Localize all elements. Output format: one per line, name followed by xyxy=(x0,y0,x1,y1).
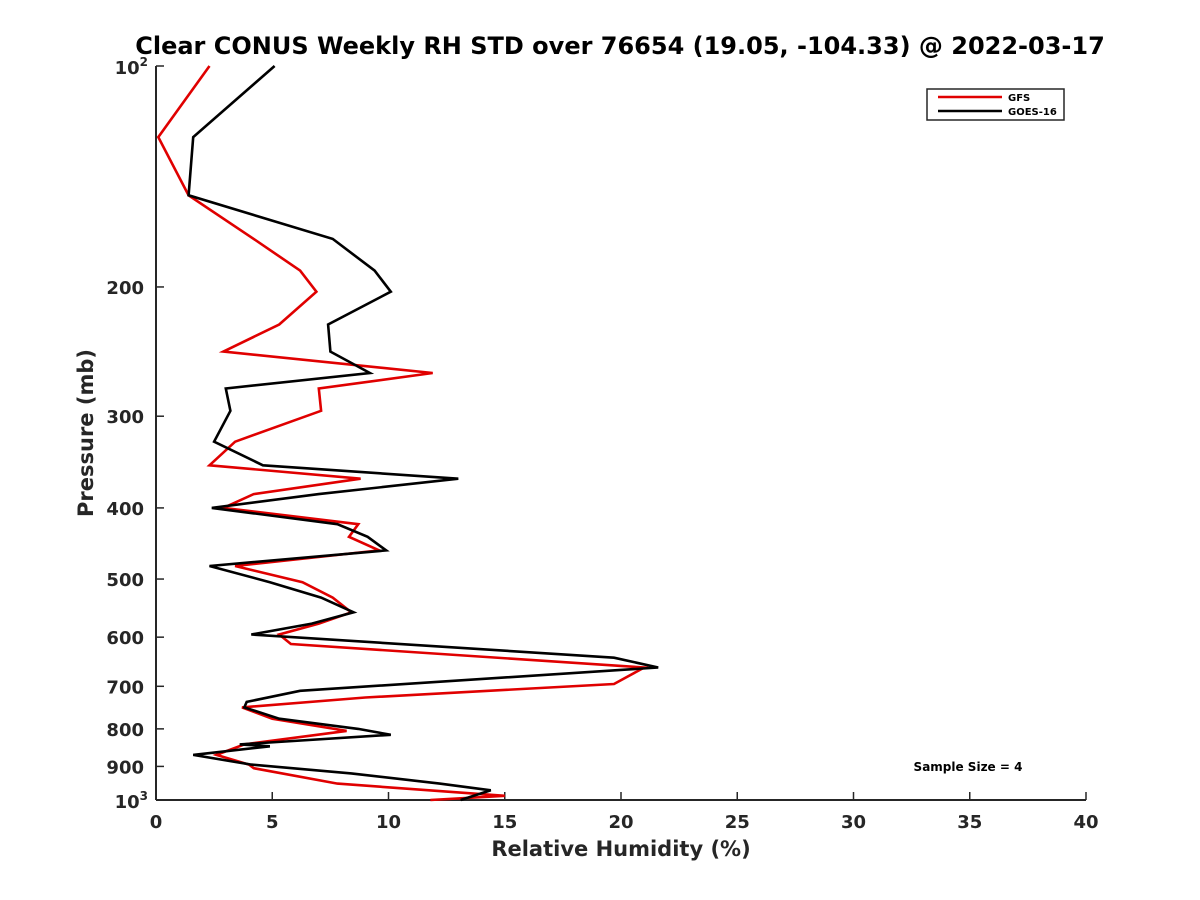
y-tick-label: 600 xyxy=(106,628,144,649)
legend-box xyxy=(926,88,1065,121)
y-axis-label: Pressure (mb) xyxy=(74,349,98,517)
y-tick-label: 200 xyxy=(106,278,144,299)
plot-area xyxy=(155,66,1086,801)
y-tick-label: 900 xyxy=(106,757,144,778)
x-axis-ticks: 0 5 10 15 20 25 30 35 40 xyxy=(150,792,1099,833)
y-tick-label: 800 xyxy=(106,720,144,741)
y-axis-ticks: 200 300 400 500 600 700 800 900 102 103 xyxy=(106,55,164,813)
sample-size-annotation: Sample Size = 4 xyxy=(914,760,1023,774)
legend-label-goes-16: GOES-16 xyxy=(1008,107,1057,118)
y-tick-label-bottom: 103 xyxy=(115,789,148,813)
x-tick-label: 20 xyxy=(608,812,633,833)
series-line-gfs xyxy=(156,65,649,802)
x-tick-label: 5 xyxy=(266,812,279,833)
x-tick-label: 35 xyxy=(957,812,982,833)
y-tick-label: 500 xyxy=(106,570,144,591)
x-axis-label: Relative Humidity (%) xyxy=(491,837,750,861)
y-tick-label: 700 xyxy=(106,677,144,698)
x-tick-label: 0 xyxy=(150,812,163,833)
x-tick-label: 40 xyxy=(1073,812,1098,833)
x-tick-label: 30 xyxy=(841,812,866,833)
y-tick-label: 400 xyxy=(106,499,144,520)
x-tick-label: 15 xyxy=(492,812,517,833)
legend: GFS GOES-16 xyxy=(926,88,1065,121)
y-tick-label: 300 xyxy=(106,407,144,428)
series-line-goes-16 xyxy=(187,65,659,802)
x-tick-label: 10 xyxy=(376,812,401,833)
x-tick-label: 25 xyxy=(725,812,750,833)
y-tick-label-top: 102 xyxy=(115,55,148,79)
legend-label-gfs: GFS xyxy=(1008,93,1030,104)
series-layer xyxy=(156,65,659,802)
chart-title: Clear CONUS Weekly RH STD over 76654 (19… xyxy=(135,32,1105,60)
